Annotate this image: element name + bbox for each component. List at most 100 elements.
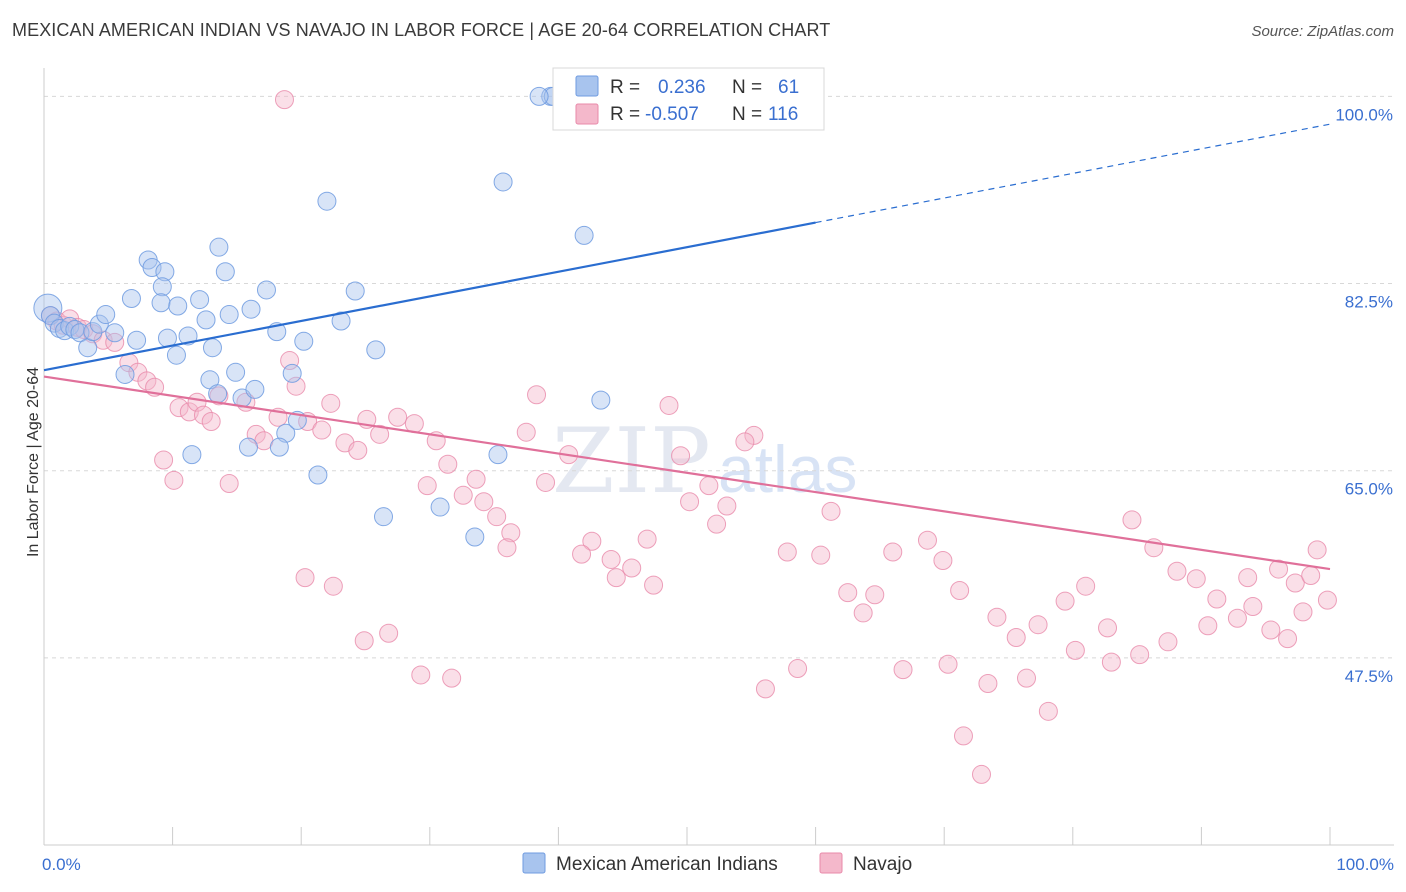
navajo-point <box>707 514 727 534</box>
navajo-point <box>1076 576 1096 596</box>
y-tick-label: 100.0% <box>1335 105 1393 124</box>
navajo-point <box>671 446 691 466</box>
mexican-american-indian-point <box>44 313 64 333</box>
navajo-point <box>1301 566 1321 585</box>
navajo-point <box>971 764 991 784</box>
navajo-point <box>606 568 626 588</box>
legend-blue-n-value: 61 <box>778 77 799 98</box>
navajo-point <box>1269 559 1289 579</box>
bottom-legend-pink-label: Navajo <box>853 854 912 875</box>
navajo-point <box>105 332 125 352</box>
navajo-point <box>1278 629 1298 649</box>
legend-blue-n-label: N = <box>732 77 762 98</box>
mexican-american-indian-point <box>209 237 229 257</box>
x-tick-label-left: 0.0% <box>42 855 81 874</box>
legend-pink-n-label: N = <box>732 104 762 125</box>
navajo-point <box>883 542 903 562</box>
navajo-point <box>154 450 174 470</box>
navajo-point <box>1186 569 1206 589</box>
navajo-point <box>838 583 858 603</box>
stats-legend: R = 0.236 N = 61 R = -0.507 N = 116 <box>552 67 825 131</box>
navajo-point <box>659 395 679 415</box>
mexican-american-indian-point <box>182 445 202 465</box>
chart-title: MEXICAN AMERICAN INDIAN VS NAVAJO IN LAB… <box>12 20 831 40</box>
navajo-point <box>1028 615 1048 635</box>
navajo-point <box>1227 608 1247 628</box>
legend-blue-swatch <box>575 75 599 97</box>
mexican-american-indian-point <box>208 384 228 404</box>
mexican-american-indian-point <box>152 277 172 297</box>
mexican-american-indian-point <box>331 311 351 331</box>
watermark-atlas: atlas <box>718 432 857 506</box>
y-tick-label: 47.5% <box>1345 667 1393 686</box>
bottom-legend-pink-swatch <box>819 852 843 874</box>
mexican-american-indian-point <box>142 258 162 277</box>
y-axis-label: In Labor Force | Age 20-64 <box>25 367 42 557</box>
x-ticks <box>43 827 1331 845</box>
navajo-point <box>938 654 958 674</box>
navajo-point <box>777 542 797 562</box>
mexican-american-indian-point <box>226 362 246 382</box>
blue-trend-line-extension <box>815 123 1331 224</box>
blue-trend-line <box>43 221 816 372</box>
mexican-american-indian-point <box>245 379 265 399</box>
mexican-american-indian-point <box>345 281 365 301</box>
watermark-zip: ZIP <box>552 409 711 514</box>
x-tick-label-right: 100.0% <box>1336 855 1394 874</box>
navajo-point <box>1158 632 1178 652</box>
navajo-point <box>987 607 1007 627</box>
mexican-american-indian-point <box>574 225 594 245</box>
mexican-american-indian-point <box>33 293 63 323</box>
trend-lines <box>43 123 1331 571</box>
mexican-american-indian-point <box>529 86 549 106</box>
navajo-point <box>404 414 424 434</box>
pink-trend-line <box>43 375 1331 571</box>
mexican-american-indian-point <box>430 497 450 517</box>
navajo-point <box>1238 568 1258 588</box>
navajo-point <box>644 575 664 595</box>
mexican-american-indian-point <box>202 338 222 358</box>
navajo-point <box>370 424 390 444</box>
navajo-point <box>179 402 199 422</box>
mexican-american-indian-point <box>276 423 296 443</box>
navajo-point <box>348 440 368 460</box>
mexican-american-indian-point <box>308 465 328 485</box>
navajo-point <box>699 476 719 496</box>
navajo-point <box>417 476 437 496</box>
mexican-american-indian-point <box>155 262 175 282</box>
mexican-american-indian-point <box>215 262 235 282</box>
navajo-point <box>164 470 184 490</box>
mexican-american-indian-point <box>269 437 289 457</box>
navajo-point <box>1293 602 1313 622</box>
mexican-american-indian-point <box>374 507 394 527</box>
navajo-point <box>953 726 973 746</box>
navajo-point <box>1198 616 1218 636</box>
mexican-american-indian-point <box>121 289 141 309</box>
navajo-point <box>411 665 431 685</box>
navajo-point <box>622 558 642 578</box>
navajo-point <box>474 492 494 512</box>
navajo-point <box>1098 618 1118 638</box>
navajo-point <box>388 407 408 427</box>
navajo-points <box>40 90 1337 784</box>
navajo-point <box>169 398 189 418</box>
navajo-point <box>527 385 547 405</box>
navajo-point <box>286 376 306 396</box>
legend-pink-swatch <box>575 103 599 125</box>
navajo-point <box>466 469 486 489</box>
navajo-point <box>601 549 621 569</box>
navajo-point <box>501 523 521 543</box>
legend-pink-r-label: R = <box>610 104 640 125</box>
bottom-legend-blue-label: Mexican American Indians <box>556 854 778 875</box>
navajo-point <box>323 576 343 596</box>
mexican-american-indian-point <box>282 363 302 383</box>
navajo-point <box>1307 540 1327 560</box>
legend-blue-r-label: R = <box>610 77 640 98</box>
navajo-point <box>811 545 831 565</box>
watermark: ZIP atlas <box>552 409 857 514</box>
legend-pink-r-value: -0.507 <box>645 104 699 125</box>
mexican-american-indian-point <box>196 310 216 330</box>
mexican-american-indian-point <box>190 290 210 310</box>
navajo-point <box>853 603 873 623</box>
